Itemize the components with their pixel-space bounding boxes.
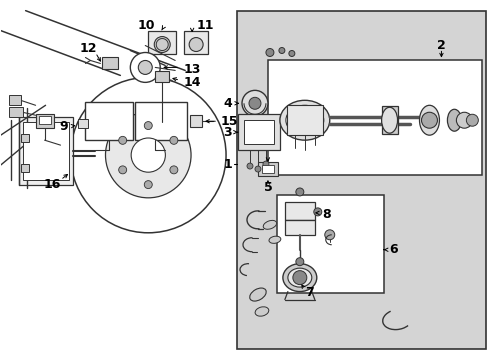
Ellipse shape bbox=[279, 100, 329, 140]
Ellipse shape bbox=[285, 105, 323, 135]
Circle shape bbox=[278, 48, 285, 54]
Ellipse shape bbox=[419, 105, 439, 135]
Bar bbox=[9, 95, 20, 105]
Text: 13: 13 bbox=[183, 63, 200, 76]
Ellipse shape bbox=[249, 288, 265, 301]
Bar bbox=[237, 11, 486, 349]
Circle shape bbox=[131, 138, 165, 172]
Ellipse shape bbox=[287, 268, 311, 287]
Circle shape bbox=[292, 271, 306, 285]
Text: 15: 15 bbox=[220, 115, 237, 128]
Circle shape bbox=[242, 90, 267, 116]
Bar bbox=[148, 31, 176, 54]
Circle shape bbox=[295, 258, 303, 266]
Circle shape bbox=[119, 166, 126, 174]
Bar bbox=[19, 117, 73, 185]
Text: 14: 14 bbox=[183, 76, 200, 89]
Circle shape bbox=[119, 136, 126, 144]
Bar bbox=[78, 119, 88, 128]
Circle shape bbox=[254, 166, 261, 172]
Bar bbox=[9, 107, 22, 117]
Circle shape bbox=[246, 163, 252, 169]
Circle shape bbox=[295, 188, 303, 196]
Text: 6: 6 bbox=[389, 243, 397, 256]
Text: 7: 7 bbox=[305, 286, 314, 299]
Text: 1: 1 bbox=[223, 158, 232, 171]
Bar bbox=[22, 122, 68, 180]
Ellipse shape bbox=[263, 220, 276, 229]
Bar bbox=[155, 71, 169, 82]
Circle shape bbox=[421, 112, 437, 128]
Ellipse shape bbox=[447, 109, 461, 131]
Bar bbox=[267, 60, 481, 175]
Circle shape bbox=[189, 37, 203, 51]
Bar bbox=[244, 120, 273, 144]
Circle shape bbox=[288, 50, 294, 57]
Text: 8: 8 bbox=[321, 208, 330, 221]
Bar bbox=[85, 102, 133, 140]
Ellipse shape bbox=[268, 236, 280, 243]
Text: 11: 11 bbox=[196, 19, 213, 32]
Circle shape bbox=[324, 230, 334, 240]
Bar bbox=[20, 134, 29, 142]
Bar bbox=[381, 106, 397, 134]
Bar bbox=[20, 164, 29, 172]
Circle shape bbox=[265, 49, 273, 57]
Circle shape bbox=[138, 60, 152, 75]
Circle shape bbox=[313, 208, 321, 216]
Bar bbox=[285, 202, 314, 220]
Bar bbox=[184, 31, 208, 54]
Bar bbox=[262, 165, 273, 173]
Text: 4: 4 bbox=[223, 97, 232, 110]
Circle shape bbox=[130, 53, 160, 82]
Circle shape bbox=[169, 166, 178, 174]
Bar bbox=[286, 105, 322, 135]
Text: 2: 2 bbox=[436, 39, 445, 52]
Ellipse shape bbox=[381, 107, 397, 133]
Circle shape bbox=[144, 181, 152, 189]
Text: 16: 16 bbox=[44, 179, 61, 192]
Circle shape bbox=[455, 112, 471, 128]
Bar bbox=[285, 220, 314, 235]
Ellipse shape bbox=[255, 307, 268, 316]
Circle shape bbox=[169, 136, 178, 144]
Circle shape bbox=[70, 77, 225, 233]
Bar bbox=[258, 162, 277, 176]
Text: 9: 9 bbox=[59, 120, 67, 133]
Circle shape bbox=[466, 114, 477, 126]
Bar bbox=[102, 58, 118, 69]
Circle shape bbox=[144, 122, 152, 130]
Ellipse shape bbox=[283, 264, 316, 292]
Bar bbox=[190, 115, 202, 127]
Bar bbox=[36, 114, 53, 128]
Text: 12: 12 bbox=[80, 42, 97, 55]
Bar bbox=[135, 102, 187, 140]
Bar bbox=[276, 195, 383, 293]
Circle shape bbox=[154, 37, 170, 53]
Circle shape bbox=[263, 161, 268, 167]
Circle shape bbox=[248, 97, 261, 109]
Text: 3: 3 bbox=[223, 126, 232, 139]
Bar bbox=[39, 116, 50, 124]
Bar bbox=[238, 114, 279, 150]
Text: 10: 10 bbox=[138, 19, 155, 32]
Text: 5: 5 bbox=[263, 181, 272, 194]
Circle shape bbox=[105, 112, 191, 198]
